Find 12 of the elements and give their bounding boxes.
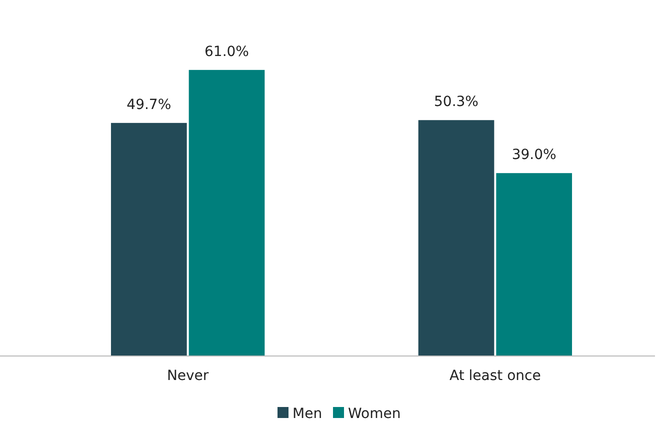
legend-label: Women xyxy=(348,406,401,422)
x-tick-label: At least once xyxy=(450,368,541,384)
data-label: 61.0% xyxy=(204,44,249,60)
x-tick-label: Never xyxy=(166,368,209,384)
bar xyxy=(110,122,187,356)
data-label: 49.7% xyxy=(126,96,172,113)
bar xyxy=(418,120,494,356)
data-label: 50.3% xyxy=(434,94,478,110)
data-label: 39.0% xyxy=(512,147,556,164)
legend-label: Men xyxy=(292,406,322,422)
bar xyxy=(496,173,572,356)
bar xyxy=(188,70,265,356)
